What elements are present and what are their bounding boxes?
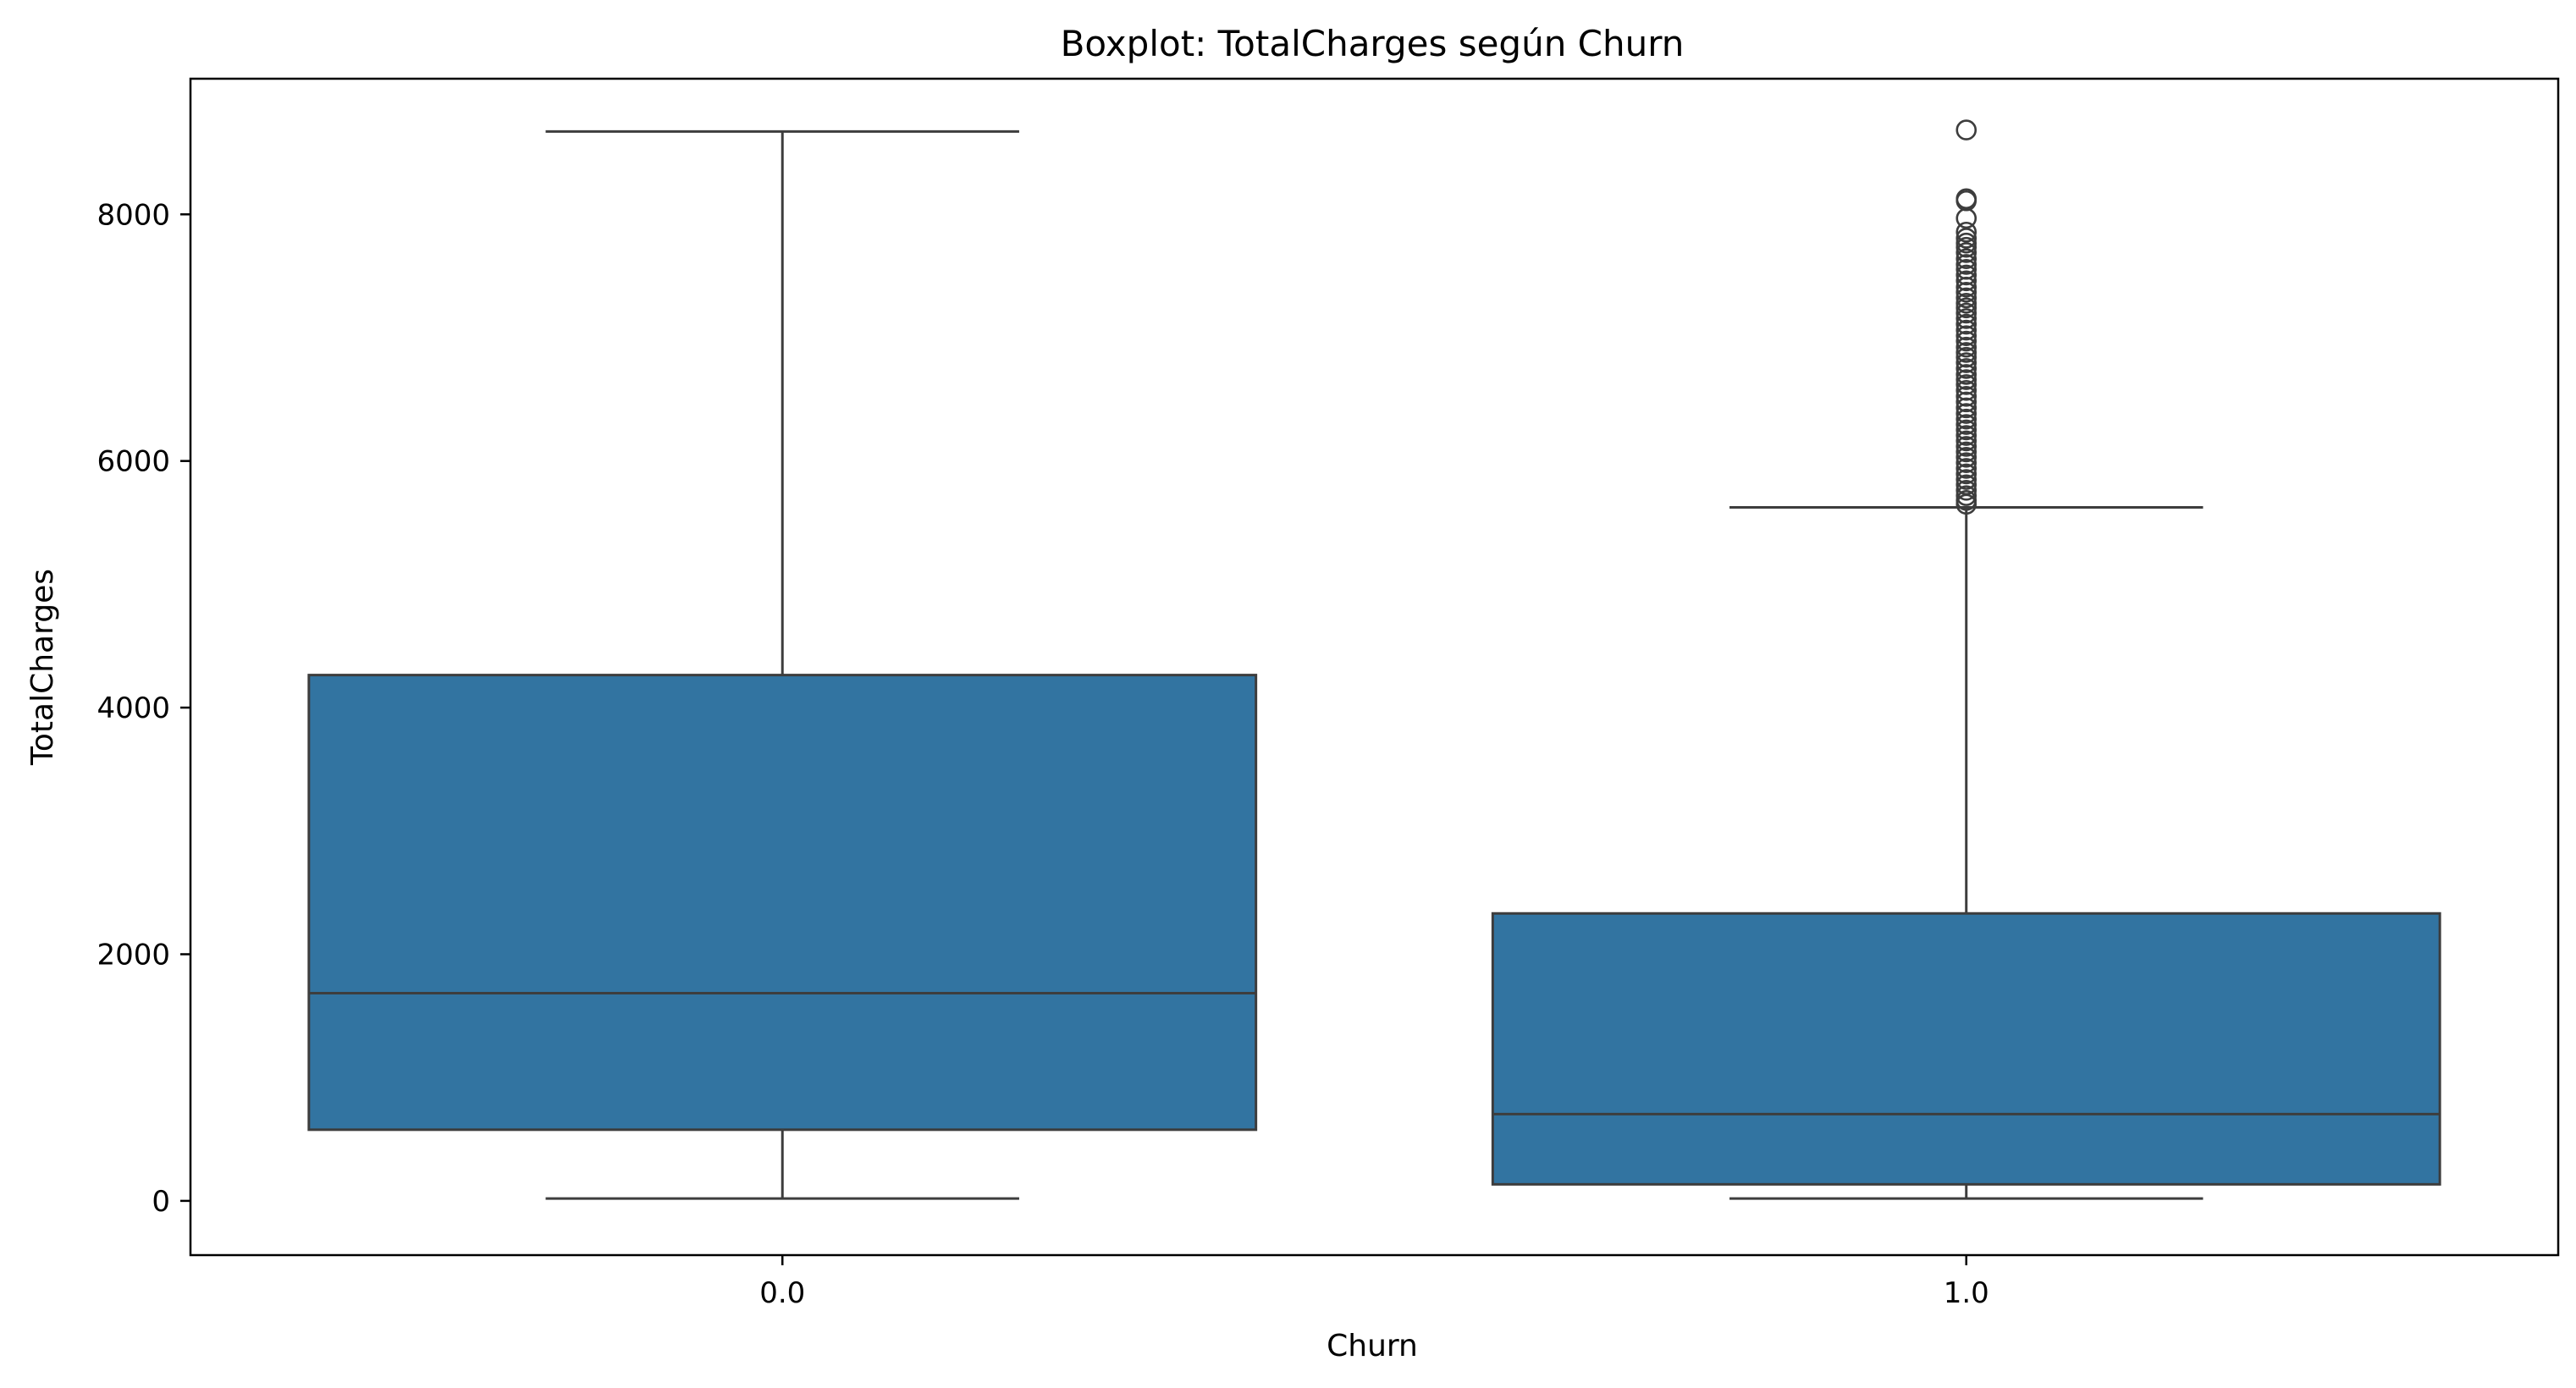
outlier-point xyxy=(1955,452,1978,474)
x-axis: 0.0 1.0 xyxy=(759,1255,1989,1310)
outlier-point xyxy=(1955,190,1978,212)
outlier-point xyxy=(1955,293,1978,314)
outlier-point xyxy=(1955,408,1978,430)
plot-frame xyxy=(189,77,2560,1257)
outlier-point xyxy=(1955,254,1978,275)
outlier-point xyxy=(1955,447,1978,468)
outlier-point xyxy=(1955,346,1978,368)
y-tick-label: 8000 xyxy=(97,198,170,232)
outlier-point xyxy=(1955,276,1978,298)
boxes-layer xyxy=(307,119,2441,1200)
x-tick-label: 1.0 xyxy=(1944,1276,1989,1310)
outlier-point xyxy=(1955,352,1978,373)
x-tick-label: 0.0 xyxy=(759,1276,805,1310)
outlier-point xyxy=(1955,493,1978,515)
y-tick-label: 6000 xyxy=(97,445,170,479)
y-axis-label: TotalCharges xyxy=(25,569,60,766)
y-tick-label: 4000 xyxy=(97,691,170,725)
outlier-point xyxy=(1955,302,1978,324)
outlier-point xyxy=(1955,480,1978,501)
outlier-point xyxy=(1955,287,1978,309)
outlier-point xyxy=(1955,313,1978,335)
outlier-point xyxy=(1955,419,1978,441)
outlier-point xyxy=(1955,469,1978,490)
y-tick-label: 0 xyxy=(152,1185,170,1219)
outlier-point xyxy=(1955,221,1978,243)
outlier-point xyxy=(1955,397,1978,419)
outlier-point xyxy=(1955,364,1978,385)
box-iqr xyxy=(307,674,1258,1132)
outlier-point xyxy=(1955,458,1978,479)
box-group-1.0 xyxy=(1491,119,2441,1200)
chart-title: Boxplot: TotalCharges según Churn xyxy=(1061,23,1685,64)
outlier-point xyxy=(1955,297,1978,319)
outlier-point xyxy=(1955,282,1978,303)
outlier-point xyxy=(1955,403,1978,424)
outlier-point xyxy=(1955,236,1978,258)
outlier-point xyxy=(1955,436,1978,457)
outlier-point xyxy=(1955,358,1978,379)
box-group-0.0 xyxy=(307,129,1258,1200)
outlier-point xyxy=(1955,391,1978,413)
outlier-point xyxy=(1955,308,1978,329)
outlier-point xyxy=(1955,485,1978,506)
box-iqr xyxy=(1491,912,2441,1186)
outlier-point xyxy=(1955,380,1978,401)
outlier-point xyxy=(1955,207,1978,229)
outlier-point xyxy=(1955,264,1978,286)
outlier-point xyxy=(1955,386,1978,407)
outlier-point xyxy=(1955,414,1978,435)
outlier-point xyxy=(1955,242,1978,263)
outlier-point xyxy=(1955,369,1978,390)
outlier-point xyxy=(1955,425,1978,446)
outlier-point xyxy=(1955,336,1978,358)
outlier-point xyxy=(1955,325,1978,346)
outlier-point xyxy=(1955,342,1978,363)
outlier-point xyxy=(1955,270,1978,292)
outlier-point xyxy=(1955,248,1978,270)
outlier-point xyxy=(1955,463,1978,485)
outlier-point xyxy=(1955,228,1978,249)
y-axis: 0 2000 4000 6000 8000 xyxy=(97,198,190,1219)
outlier-point xyxy=(1955,430,1978,452)
outlier-point xyxy=(1955,330,1978,352)
outlier-point xyxy=(1955,441,1978,463)
y-tick-label: 2000 xyxy=(97,938,170,972)
x-axis-label: Churn xyxy=(1327,1329,1418,1363)
outlier-point xyxy=(1955,119,1978,140)
outlier-point xyxy=(1955,319,1978,341)
outlier-point xyxy=(1955,374,1978,395)
